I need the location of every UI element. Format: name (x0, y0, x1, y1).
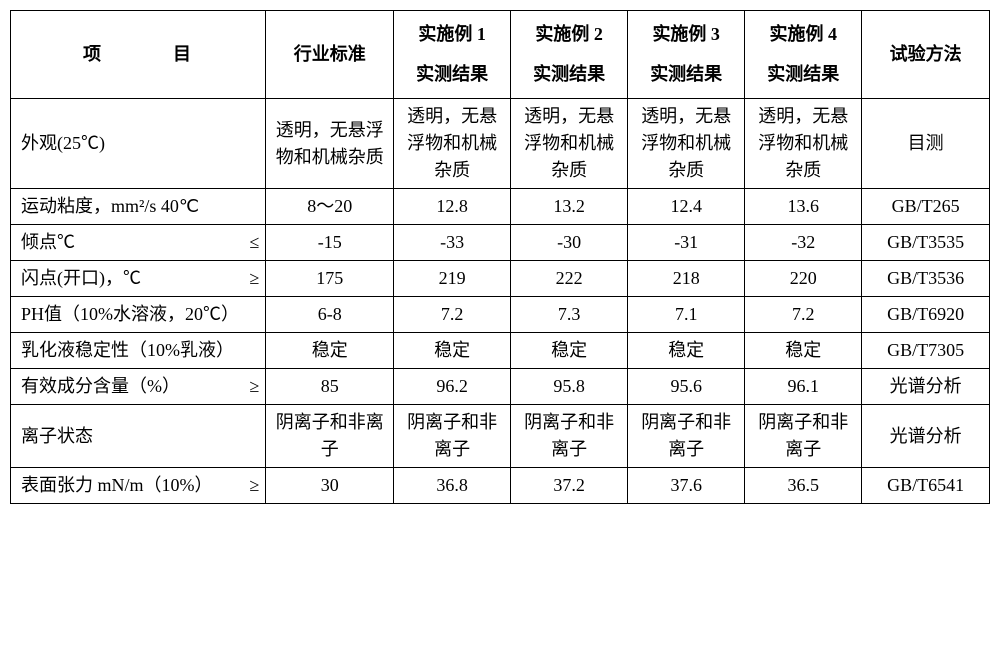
col-header-ex1: 实施例 1 实测结果 (394, 11, 511, 99)
cell-ex4: 7.2 (745, 297, 862, 333)
col-header-ex4-line2: 实测结果 (767, 64, 839, 84)
cell-ex1: 7.2 (394, 297, 511, 333)
cell-std: 6-8 (266, 297, 394, 333)
cell-std: 8～20 (266, 189, 394, 225)
cell-ex2: -30 (511, 225, 628, 261)
cell-item: PH值（10%水溶液，20℃） (11, 297, 266, 333)
col-header-ex1-line1: 实施例 1 (418, 24, 486, 44)
item-label: 闪点(开口)，℃ (21, 265, 141, 292)
cell-item: 闪点(开口)，℃ ≥ (11, 261, 266, 297)
table-row: 乳化液稳定性（10%乳液）稳定稳定稳定稳定稳定GB/T7305 (11, 333, 990, 369)
cell-std: 85 (266, 369, 394, 405)
cell-std: -15 (266, 225, 394, 261)
cell-ex2: 13.2 (511, 189, 628, 225)
cell-item: 表面张力 mN/m（10%） ≥ (11, 468, 266, 504)
cell-ex2: 95.8 (511, 369, 628, 405)
item-label: 倾点℃ (21, 229, 75, 256)
col-header-ex1-line2: 实测结果 (416, 64, 488, 84)
col-header-ex2-line2: 实测结果 (533, 64, 605, 84)
cell-item: 有效成分含量（%） ≥ (11, 369, 266, 405)
col-header-std: 行业标准 (266, 11, 394, 99)
cell-ex2: 透明，无悬浮物和机械杂质 (511, 99, 628, 189)
item-suffix: ≥ (250, 472, 260, 499)
item-label: 有效成分含量（%） (21, 373, 180, 400)
cell-ex4: 96.1 (745, 369, 862, 405)
cell-ex4: 透明，无悬浮物和机械杂质 (745, 99, 862, 189)
table-row: 有效成分含量（%） ≥8596.295.895.696.1光谱分析 (11, 369, 990, 405)
table-row: 表面张力 mN/m（10%） ≥3036.837.237.636.5GB/T654… (11, 468, 990, 504)
table-row: 倾点℃ ≤-15-33-30-31-32GB/T3535 (11, 225, 990, 261)
col-header-ex3-line1: 实施例 3 (652, 24, 720, 44)
col-header-ex2: 实施例 2 实测结果 (511, 11, 628, 99)
cell-ex2: 37.2 (511, 468, 628, 504)
col-header-ex3-line2: 实测结果 (650, 64, 722, 84)
cell-item: 倾点℃ ≤ (11, 225, 266, 261)
cell-method: GB/T6920 (862, 297, 990, 333)
cell-ex1: 透明，无悬浮物和机械杂质 (394, 99, 511, 189)
col-header-ex2-line1: 实施例 2 (535, 24, 603, 44)
cell-ex3: 37.6 (628, 468, 745, 504)
cell-method: GB/T3536 (862, 261, 990, 297)
col-header-ex4: 实施例 4 实测结果 (745, 11, 862, 99)
cell-ex2: 阴离子和非离子 (511, 405, 628, 468)
table-row: 运动粘度，mm²/s 40℃8～2012.813.212.413.6GB/T26… (11, 189, 990, 225)
cell-ex3: 阴离子和非离子 (628, 405, 745, 468)
table-row: 外观(25℃)透明，无悬浮物和机械杂质透明，无悬浮物和机械杂质透明，无悬浮物和机… (11, 99, 990, 189)
cell-ex4: 220 (745, 261, 862, 297)
cell-ex2: 稳定 (511, 333, 628, 369)
cell-ex4: -32 (745, 225, 862, 261)
cell-ex3: 218 (628, 261, 745, 297)
table-row: 离子状态阴离子和非离子阴离子和非离子阴离子和非离子阴离子和非离子阴离子和非离子光… (11, 405, 990, 468)
cell-ex4: 13.6 (745, 189, 862, 225)
table-row: PH值（10%水溶液，20℃）6-87.27.37.17.2GB/T6920 (11, 297, 990, 333)
item-suffix: ≤ (250, 229, 260, 256)
spec-table: 项 目 行业标准 实施例 1 实测结果 实施例 2 实测结果 实施例 3 实测结… (10, 10, 990, 504)
col-header-ex4-line1: 实施例 4 (769, 24, 837, 44)
cell-ex1: 12.8 (394, 189, 511, 225)
cell-item: 离子状态 (11, 405, 266, 468)
cell-ex3: 95.6 (628, 369, 745, 405)
cell-method: 光谱分析 (862, 369, 990, 405)
cell-ex1: 36.8 (394, 468, 511, 504)
cell-item: 运动粘度，mm²/s 40℃ (11, 189, 266, 225)
table-header: 项 目 行业标准 实施例 1 实测结果 实施例 2 实测结果 实施例 3 实测结… (11, 11, 990, 99)
cell-item: 外观(25℃) (11, 99, 266, 189)
cell-method: 光谱分析 (862, 405, 990, 468)
cell-ex3: 7.1 (628, 297, 745, 333)
cell-ex1: 稳定 (394, 333, 511, 369)
col-header-item: 项 目 (11, 11, 266, 99)
cell-ex4: 阴离子和非离子 (745, 405, 862, 468)
cell-ex1: 96.2 (394, 369, 511, 405)
cell-std: 30 (266, 468, 394, 504)
cell-ex1: 219 (394, 261, 511, 297)
cell-ex3: 稳定 (628, 333, 745, 369)
col-header-ex3: 实施例 3 实测结果 (628, 11, 745, 99)
cell-method: GB/T265 (862, 189, 990, 225)
cell-ex3: -31 (628, 225, 745, 261)
cell-method: GB/T7305 (862, 333, 990, 369)
cell-item: 乳化液稳定性（10%乳液） (11, 333, 266, 369)
col-header-method: 试验方法 (862, 11, 990, 99)
cell-std: 175 (266, 261, 394, 297)
item-suffix: ≥ (250, 265, 260, 292)
cell-std: 透明，无悬浮物和机械杂质 (266, 99, 394, 189)
table-body: 外观(25℃)透明，无悬浮物和机械杂质透明，无悬浮物和机械杂质透明，无悬浮物和机… (11, 99, 990, 504)
cell-ex4: 36.5 (745, 468, 862, 504)
cell-method: GB/T3535 (862, 225, 990, 261)
cell-ex2: 7.3 (511, 297, 628, 333)
cell-std: 阴离子和非离子 (266, 405, 394, 468)
cell-ex1: -33 (394, 225, 511, 261)
cell-ex2: 222 (511, 261, 628, 297)
cell-ex3: 透明，无悬浮物和机械杂质 (628, 99, 745, 189)
item-label: 表面张力 mN/m（10%） (21, 472, 213, 499)
cell-ex4: 稳定 (745, 333, 862, 369)
cell-ex3: 12.4 (628, 189, 745, 225)
cell-ex1: 阴离子和非离子 (394, 405, 511, 468)
cell-method: GB/T6541 (862, 468, 990, 504)
table-row: 闪点(开口)，℃ ≥175219222218220GB/T3536 (11, 261, 990, 297)
item-suffix: ≥ (250, 373, 260, 400)
cell-method: 目测 (862, 99, 990, 189)
cell-std: 稳定 (266, 333, 394, 369)
